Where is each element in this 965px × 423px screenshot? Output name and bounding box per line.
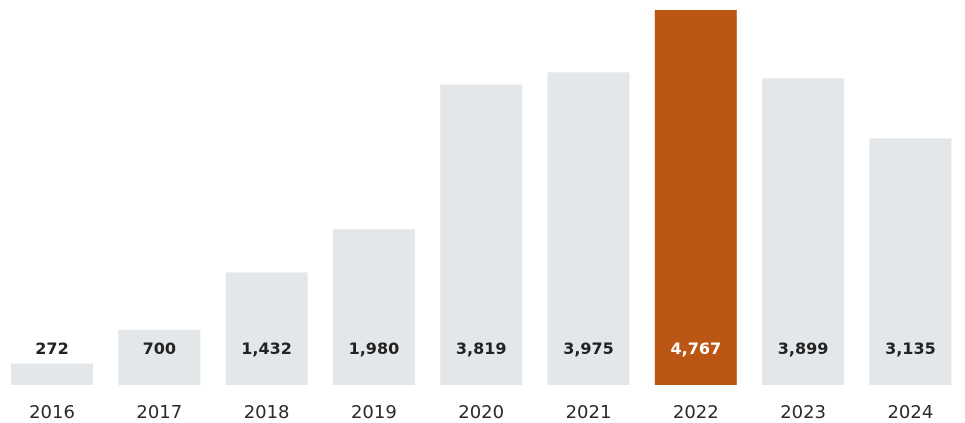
bar-value-label-2024: 3,135: [885, 339, 936, 358]
x-tick-label-2018: 2018: [244, 402, 290, 423]
bar-2019: [332, 229, 415, 385]
x-tick-label-2024: 2024: [887, 402, 933, 423]
x-tick-label-2019: 2019: [351, 402, 397, 423]
bar-value-label-2019: 1,980: [349, 339, 400, 358]
bar-2022: [654, 10, 737, 385]
bar-value-label-2022: 4,767: [670, 339, 721, 358]
bar-value-label-2017: 700: [143, 339, 176, 358]
x-axis-ticks: 2016 2017 2018 2019 2020 2021 2022 2023 2024: [29, 402, 933, 423]
x-tick-label-2016: 2016: [29, 402, 75, 423]
value-labels-group: 272 700 1,432 1,980 3,819 3,975 4,767 3,899 3,13…: [35, 339, 935, 358]
bar-value-label-2021: 3,975: [563, 339, 614, 358]
bar-2023: [762, 78, 845, 386]
x-tick-label-2017: 2017: [136, 402, 182, 423]
bar-2018: [225, 272, 308, 385]
bar-2020: [440, 84, 523, 385]
x-tick-label-2023: 2023: [780, 402, 826, 423]
bar-value-label-2020: 3,819: [456, 339, 507, 358]
x-tick-label-2020: 2020: [458, 402, 504, 423]
x-tick-label-2022: 2022: [673, 402, 719, 423]
x-tick-label-2021: 2021: [566, 402, 612, 423]
bar-value-label-2023: 3,899: [778, 339, 829, 358]
bar-2024: [869, 138, 952, 385]
bar-2017: [118, 329, 201, 385]
bar-value-label-2018: 1,432: [241, 339, 292, 358]
bar-value-label-2016: 272: [35, 339, 68, 358]
bar-2021: [547, 72, 630, 386]
bar-2016: [11, 363, 93, 385]
bars-group: [11, 10, 952, 386]
